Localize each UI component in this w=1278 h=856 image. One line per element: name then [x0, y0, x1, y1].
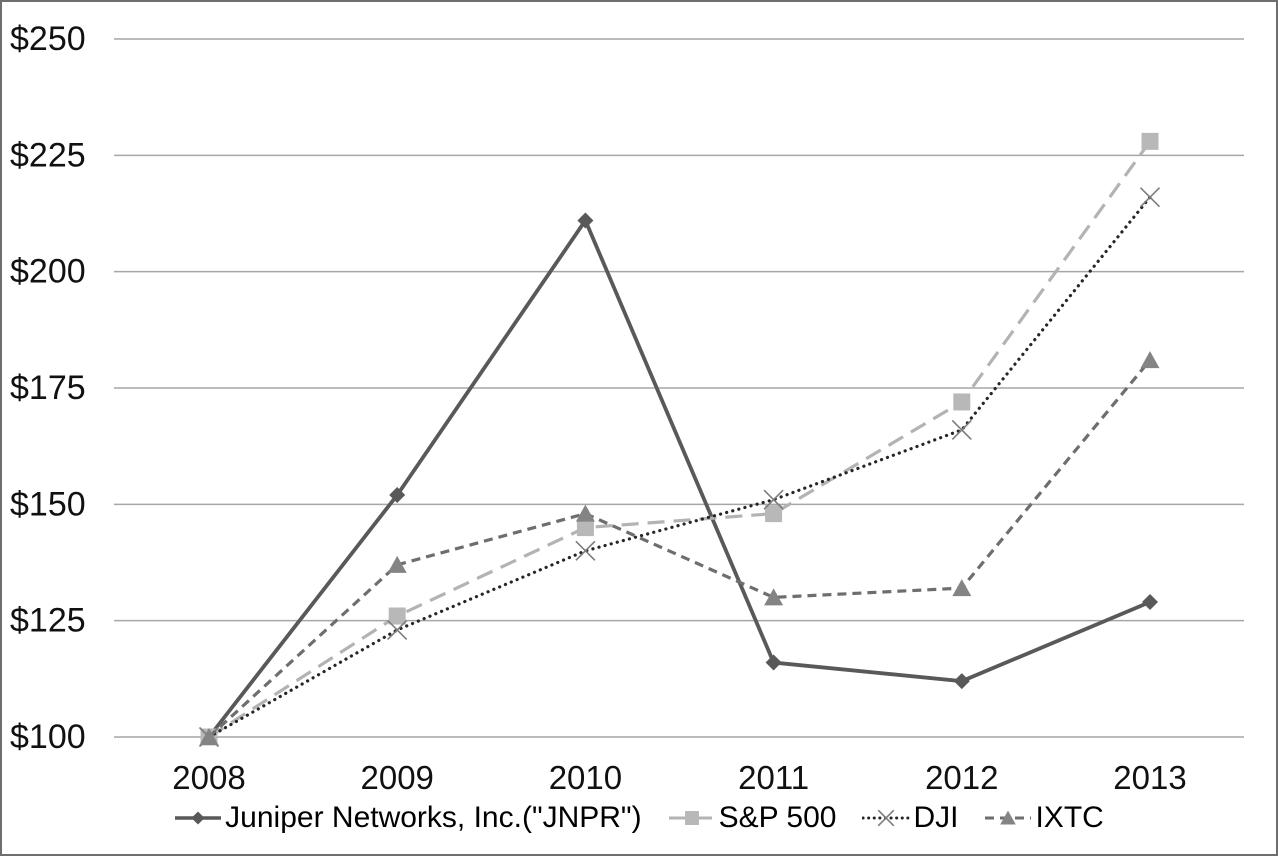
square-marker-icon [1141, 132, 1159, 150]
legend-label-ixtc: IXTC [1035, 801, 1104, 834]
series-line-dji [207, 195, 1152, 739]
y-tick-label: $250 [10, 20, 86, 58]
square-marker-icon [388, 607, 406, 625]
x-tick-label: 2012 [925, 759, 998, 796]
x-marker-icon [575, 540, 596, 561]
legend-marker-jnpr [175, 811, 222, 825]
triangle-marker-icon [387, 555, 407, 573]
square-marker-icon [684, 811, 699, 825]
diamond-marker-icon [953, 673, 970, 690]
legend-item-dji: DJI [862, 801, 958, 835]
square-marker-icon [576, 519, 594, 537]
y-tick-label: $175 [10, 369, 86, 407]
legend-item-ixtc: IXTC [984, 801, 1104, 835]
series-markers-ixtc [199, 351, 1160, 745]
legend-marker-sp500 [668, 811, 715, 825]
y-tick-label: $150 [10, 485, 86, 523]
diamond-marker-icon [389, 487, 406, 504]
series-line-ixtc [207, 359, 1152, 739]
legend-marker-dji [862, 809, 911, 827]
legend-label-dji: DJI [913, 801, 959, 834]
diamond-marker-icon [765, 654, 782, 671]
x-marker-icon [878, 809, 895, 827]
x-tick-label: 2008 [172, 759, 245, 796]
triangle-marker-icon [952, 579, 972, 597]
square-marker-icon [953, 393, 971, 411]
y-tick-label: $200 [10, 253, 86, 291]
x-marker-icon [763, 489, 784, 510]
series-line-sp500 [208, 140, 1152, 739]
x-marker-icon [951, 419, 972, 440]
x-marker-icon [387, 619, 408, 641]
x-marker-icon [1139, 187, 1161, 208]
diamond-marker-icon [191, 811, 205, 825]
triangle-marker-icon [1000, 810, 1017, 825]
legend-item-jnpr: Juniper Networks, Inc.("JNPR") [174, 801, 642, 835]
triangle-marker-icon [764, 588, 784, 606]
y-tick-label: $225 [10, 136, 86, 174]
legend-item-sp500: S&P 500 [668, 801, 837, 835]
square-marker-icon [765, 505, 783, 523]
y-tick-label: $100 [10, 718, 86, 756]
x-tick-label: 2011 [738, 759, 809, 796]
legend-label-sp500: S&P 500 [718, 801, 837, 834]
diamond-marker-icon [1142, 594, 1158, 611]
chart-legend: Juniper Networks, Inc.("JNPR") S&P 500 DJI… [2, 801, 1276, 835]
x-tick-label: 2013 [1113, 759, 1186, 796]
triangle-marker-icon [575, 504, 595, 522]
triangle-marker-icon [199, 728, 219, 745]
y-tick-label: $125 [10, 602, 86, 640]
x-tick-label: 2010 [549, 759, 622, 796]
series-line-jnpr [207, 216, 1151, 739]
legend-label-jnpr: Juniper Networks, Inc.("JNPR") [225, 801, 642, 834]
legend-marker-ixtc [985, 810, 1032, 825]
triangle-marker-icon [1140, 351, 1160, 369]
x-tick-label: 2009 [360, 759, 433, 796]
diamond-marker-icon [577, 212, 594, 229]
series-markers-jnpr [201, 212, 1158, 745]
